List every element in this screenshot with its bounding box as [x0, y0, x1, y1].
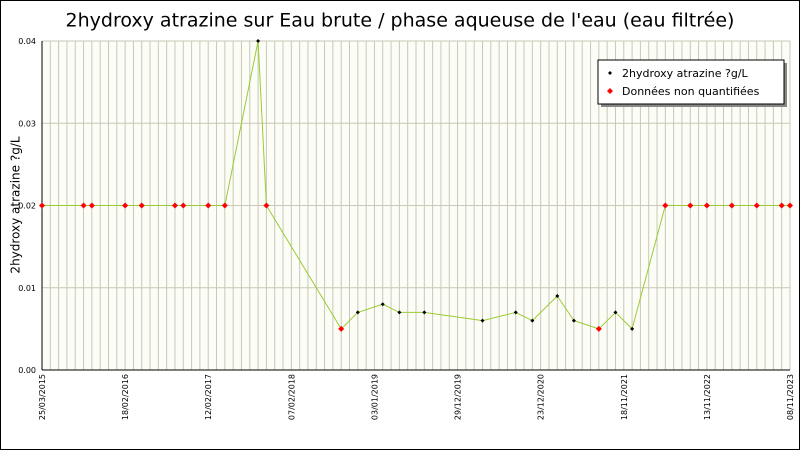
- data-point: [728, 202, 735, 209]
- x-tick-label: 18/11/2021: [620, 374, 629, 420]
- data-point: [480, 318, 485, 323]
- y-axis-label: 2hydroxy atrazine ?g/L: [9, 136, 23, 273]
- x-tick-label: 18/02/2016: [121, 374, 130, 420]
- data-point: [256, 39, 261, 43]
- data-point: [703, 202, 710, 209]
- x-tick-label: 29/12/2019: [454, 374, 463, 420]
- x-tick-label: 25/03/2015: [38, 374, 47, 420]
- data-point: [513, 310, 518, 315]
- line-segment: [482, 311, 516, 322]
- data-point: [205, 202, 212, 209]
- x-tick-label: 13/11/2022: [703, 374, 712, 420]
- y-tick-label: 0.00: [18, 366, 36, 375]
- x-tick-label: 12/02/2017: [204, 374, 213, 420]
- y-tick-label: 0.01: [18, 284, 36, 293]
- x-tick-label: 07/02/2018: [287, 374, 296, 420]
- x-tick-label: 23/12/2020: [537, 374, 546, 420]
- data-point: [122, 202, 129, 209]
- data-point: [422, 310, 427, 315]
- data-point: [80, 202, 87, 209]
- data-point: [778, 202, 785, 209]
- y-tick-label: 0.02: [18, 202, 36, 211]
- x-tick-label: 03/01/2019: [370, 374, 379, 420]
- data-point: [397, 310, 402, 315]
- data-point: [613, 310, 618, 315]
- line-segment: [631, 205, 666, 330]
- data-point: [530, 318, 535, 323]
- line-segment: [615, 312, 633, 330]
- legend: 2hydroxy atrazine ?g/L Données non quanti…: [597, 59, 787, 107]
- data-point: [180, 202, 187, 209]
- line-segment: [515, 311, 533, 322]
- data-point: [630, 326, 635, 331]
- data-point: [88, 202, 95, 209]
- line-segment: [224, 40, 259, 206]
- line-segment: [357, 303, 383, 313]
- legend-box: [597, 59, 785, 105]
- data-point: [571, 318, 576, 323]
- data-point: [753, 202, 760, 209]
- line-segment: [257, 40, 267, 206]
- line-segment: [382, 303, 400, 313]
- y-tick-label: 0.04: [18, 37, 36, 46]
- data-point: [221, 202, 228, 209]
- line-segment: [532, 295, 558, 322]
- legend-marker: [607, 88, 613, 94]
- data-point: [171, 202, 178, 209]
- data-point: [263, 202, 270, 209]
- line-segment: [424, 311, 483, 322]
- data-point: [138, 202, 145, 209]
- line-segment: [573, 320, 600, 330]
- line-segment: [340, 312, 359, 330]
- legend-label: 2hydroxy atrazine ?g/L: [622, 67, 749, 80]
- line-segment: [598, 312, 616, 330]
- chart-title: 2hydroxy atrazine sur Eau brute / phase …: [66, 10, 735, 32]
- data-point: [787, 202, 793, 209]
- data-point: [595, 325, 602, 332]
- data-point: [338, 325, 345, 332]
- legend-marker: [608, 71, 612, 75]
- line-segment: [556, 295, 575, 321]
- data-point: [380, 302, 385, 307]
- line-segment: [265, 205, 342, 330]
- data-point: [555, 293, 560, 298]
- x-tick-label: 08/11/2023: [786, 374, 795, 420]
- data-point: [687, 202, 694, 209]
- data-point: [662, 202, 669, 209]
- data-point: [39, 202, 45, 209]
- y-tick-label: 0.03: [18, 119, 36, 128]
- data-point: [355, 310, 360, 315]
- legend-label: Données non quantifiées: [622, 85, 760, 98]
